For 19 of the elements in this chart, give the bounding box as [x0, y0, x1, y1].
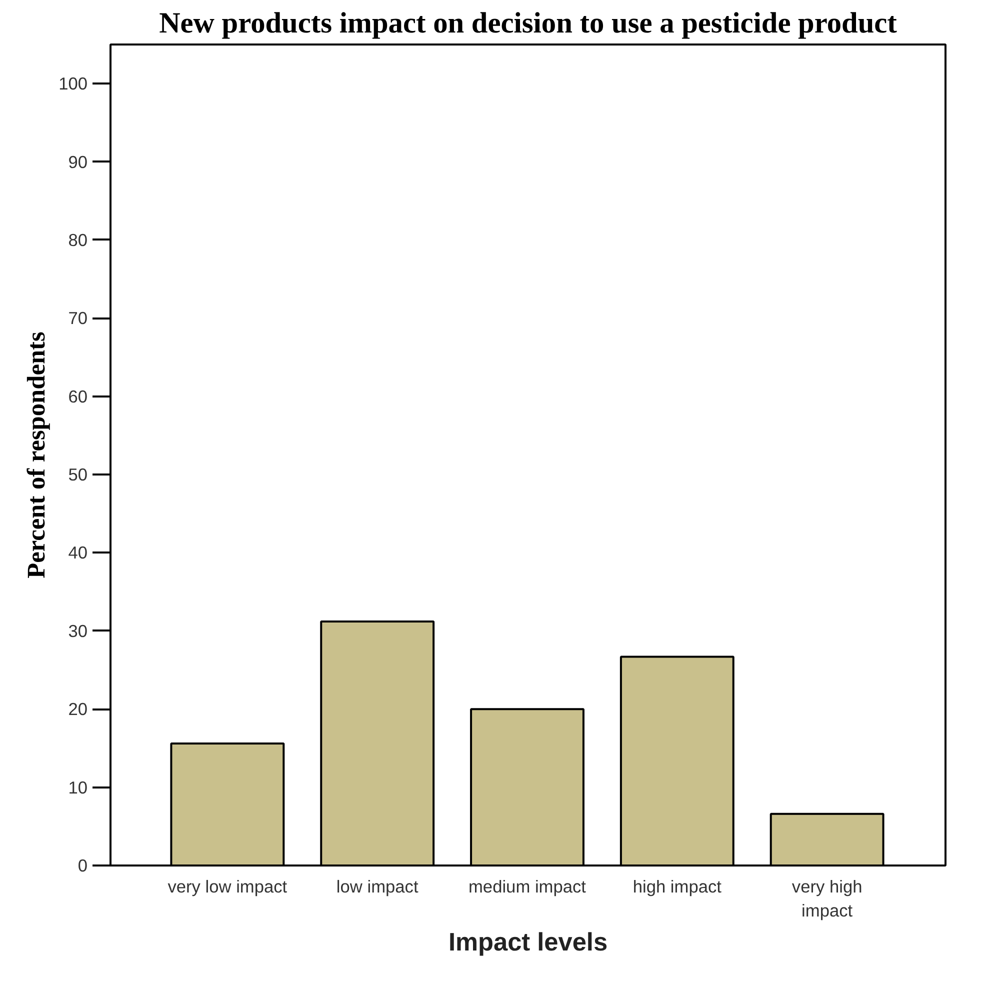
y-tick-label: 30 — [68, 620, 88, 641]
x-tick-label: very high impact — [792, 876, 862, 920]
chart-title: New products impact on decision to use a pesticide product — [159, 8, 898, 40]
y-axis-title: Percent of respondents — [22, 332, 51, 578]
y-tick-label: 100 — [58, 74, 88, 94]
x-tick-label: low impact — [336, 876, 418, 896]
y-tick-label: 0 — [78, 856, 88, 876]
y-tick-label: 10 — [68, 777, 88, 798]
y-tick-label: 80 — [68, 230, 88, 250]
y-tick-label: 20 — [68, 699, 88, 720]
y-tick-label: 70 — [68, 308, 88, 328]
y-tick-label: 40 — [68, 542, 88, 563]
x-tick-label: very low impact — [168, 876, 288, 896]
y-tick-label: 50 — [68, 464, 88, 485]
x-tick-label: high impact — [632, 876, 722, 896]
y-tick-label: 90 — [68, 152, 88, 172]
y-tick-label: 60 — [68, 386, 88, 406]
x-tick-label: medium impact — [468, 876, 586, 896]
x-axis-title: Impact levels — [448, 928, 608, 956]
